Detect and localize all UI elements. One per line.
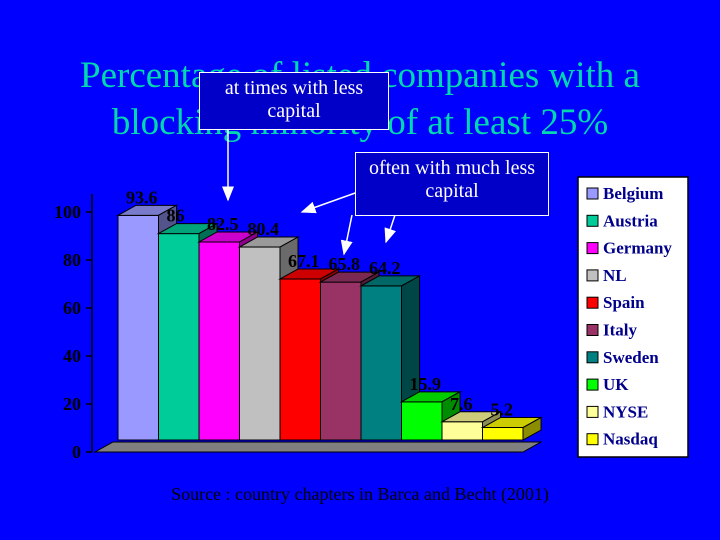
legend-swatch — [586, 187, 599, 200]
data-label: 15.9 — [410, 374, 442, 394]
legend-label: UK — [603, 375, 629, 394]
legend-swatch — [586, 433, 599, 446]
bar-front — [401, 401, 443, 441]
legend: Belgium Austria Germany NL Spain Italy Sweden U… — [577, 176, 689, 458]
data-label: 7.6 — [450, 394, 473, 414]
bar-front — [279, 278, 321, 441]
legend-label: NYSE — [603, 402, 648, 421]
legend-item-uk: UK — [586, 375, 629, 394]
y-tick-label: 0 — [72, 442, 81, 462]
legend-label: Spain — [603, 293, 645, 312]
legend-swatch — [586, 351, 599, 364]
chart-floor-surface — [93, 441, 543, 453]
legend-item-germany: Germany — [586, 239, 672, 258]
legend-swatch — [586, 214, 599, 227]
bar-side — [522, 416, 542, 441]
legend-item-nyse: NYSE — [586, 402, 648, 421]
bar-front — [360, 285, 402, 441]
bar-front — [320, 281, 362, 441]
legend-swatch — [586, 242, 599, 255]
legend-swatch — [586, 405, 599, 418]
data-label: 65.8 — [329, 254, 361, 274]
bar-front — [482, 427, 524, 441]
y-tick-label: 20 — [63, 394, 81, 414]
source-note: Source : country chapters in Barca and B… — [171, 484, 549, 504]
legend-label: Austria — [603, 211, 658, 230]
legend-item-belgium: Belgium — [586, 184, 663, 203]
bar-nasdaq: 5.2 — [480, 400, 543, 441]
legend-label: Germany — [603, 239, 672, 258]
callout-2-arrow-c — [384, 214, 396, 244]
callout-arrows — [222, 130, 396, 256]
data-label: 67.1 — [288, 251, 320, 271]
legend-item-nasdaq: Nasdaq — [586, 430, 658, 449]
y-tick-label: 80 — [63, 250, 81, 270]
data-label: 82.5 — [207, 214, 239, 234]
legend-label: Belgium — [603, 184, 663, 203]
legend-item-sweden: Sweden — [586, 348, 659, 367]
bar-front — [198, 241, 240, 441]
legend-label: NL — [603, 266, 627, 285]
bar-front — [117, 214, 159, 441]
legend-swatch — [586, 269, 599, 282]
bar-front — [239, 246, 281, 441]
legend-item-austria: Austria — [586, 211, 658, 230]
data-label: 64.2 — [369, 258, 401, 278]
y-tick-label: 100 — [54, 202, 81, 222]
y-tick-label: 40 — [63, 346, 81, 366]
legend-item-nl: NL — [586, 266, 627, 285]
legend-label: Italy — [603, 321, 638, 340]
chart-floor — [93, 441, 543, 453]
data-label: 80.4 — [248, 219, 280, 239]
bars: 93.6 86 82.5 80.4 67.1 65.8 64.2 15.9 7.6 5.2 — [116, 187, 543, 441]
legend-swatch — [586, 296, 599, 309]
y-axis: 0 20 40 60 80 100 — [54, 194, 93, 462]
legend-swatch — [586, 378, 599, 391]
data-label: 86 — [167, 206, 185, 226]
y-tick-label: 60 — [63, 298, 81, 318]
bar-nyse: 7.6 — [440, 394, 503, 441]
legend-item-italy: Italy — [586, 321, 638, 340]
callout-much-less-capital: often with much less capital — [355, 152, 549, 216]
callout-less-capital: at times with less capital — [199, 72, 389, 130]
callout-2-arrow-a — [300, 191, 359, 214]
bar-front — [158, 233, 200, 441]
legend-item-spain: Spain — [586, 293, 645, 312]
data-label: 5.2 — [491, 400, 514, 420]
legend-swatch — [586, 324, 599, 336]
callout-2-arrow-b — [340, 214, 353, 256]
legend-label: Nasdaq — [603, 430, 658, 449]
legend-label: Sweden — [603, 348, 659, 367]
bar-front — [441, 421, 483, 441]
data-label: 93.6 — [126, 187, 158, 207]
